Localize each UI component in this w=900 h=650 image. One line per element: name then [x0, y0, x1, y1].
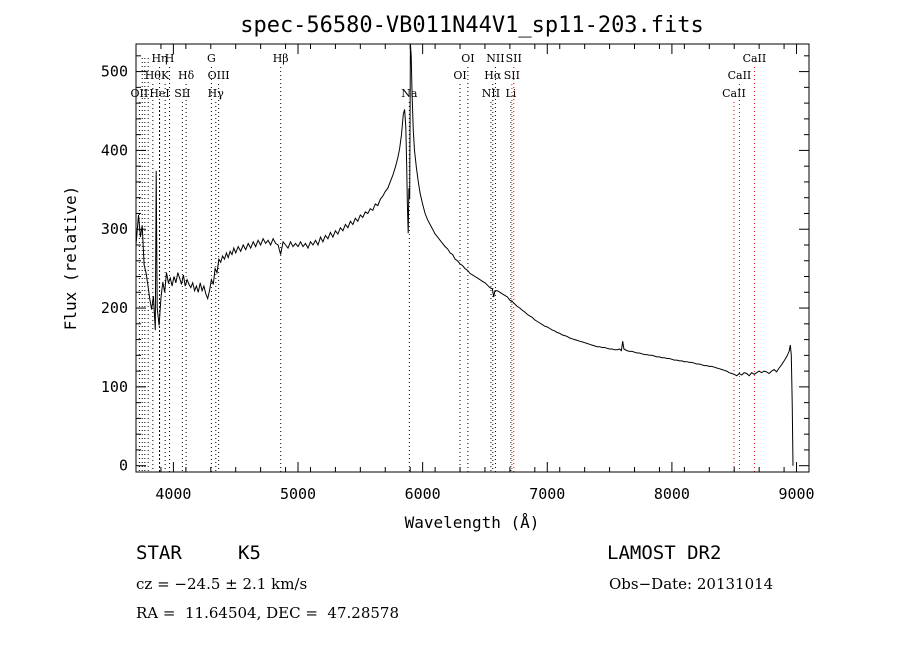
y-tick-label: 400 — [101, 141, 128, 159]
y-tick-label: 500 — [101, 63, 128, 81]
x-tick-label: 5000 — [280, 485, 316, 503]
line-marker-label: OI — [461, 52, 474, 65]
object-subclass: K5 — [238, 542, 261, 564]
line-marker-label: Hθ — [145, 69, 162, 82]
line-marker-label: NII — [486, 52, 504, 65]
plot-frame — [135, 43, 810, 473]
redshift-readout: cz = −24.5 ± 2.1 km/s — [136, 575, 308, 593]
x-tick-label: 9000 — [778, 485, 814, 503]
survey-name: LAMOST DR2 — [607, 542, 722, 564]
x-axis-label: Wavelength (Å) — [405, 513, 540, 532]
line-marker-label: K — [161, 69, 170, 82]
obs-date: Obs−Date: 20131014 — [609, 575, 774, 593]
y-tick-label: 100 — [101, 378, 128, 396]
y-axis-label: Flux (relative) — [61, 186, 80, 331]
axis-ticks: 4000 5000 6000 7000 8000 9000 0 100 200 300 400 500 — [101, 44, 815, 503]
y-tick-label: 200 — [101, 299, 128, 317]
line-marker-label: SII — [504, 69, 520, 82]
line-marker-label: CaII — [743, 52, 767, 65]
line-marker-label: SII — [506, 52, 522, 65]
line-marker-label: SII — [174, 87, 190, 100]
line-marker-label: Li — [505, 87, 516, 100]
line-marker-label: H — [165, 52, 175, 65]
line-marker-label: Hα — [484, 69, 502, 82]
line-marker-label: G — [207, 52, 216, 65]
line-marker-label: Hδ — [178, 69, 195, 82]
line-marker-label: NII — [482, 87, 500, 100]
y-tick-label: 300 — [101, 220, 128, 238]
line-marker-label: OII — [131, 87, 149, 100]
line-markers: OII Hθ Hη KH HeI SII Hδ G Hγ OIII Hβ Na OI OI NII Hα NII… — [131, 52, 767, 472]
line-marker-label: OIII — [208, 69, 230, 82]
x-tick-label: 6000 — [405, 485, 441, 503]
y-tick-label: 0 — [119, 457, 128, 475]
line-marker-label: OI — [453, 69, 466, 82]
line-marker-label: Hβ — [273, 52, 289, 65]
line-marker-label: Hη — [151, 52, 167, 65]
x-tick-label: 4000 — [155, 485, 191, 503]
line-marker-label: HeI — [149, 87, 169, 100]
coordinates: RA = 11.64504, DEC = 47.28578 — [136, 604, 400, 622]
spectrum-line — [135, 43, 794, 466]
line-marker-label: Na — [401, 87, 418, 100]
spectrum-series — [135, 43, 794, 466]
object-class: STAR — [136, 542, 182, 564]
line-marker-label: Hγ — [208, 87, 225, 100]
x-tick-label: 7000 — [529, 485, 565, 503]
line-marker-label: CaII — [728, 69, 752, 82]
line-marker-label: CaII — [722, 87, 746, 100]
x-tick-label: 8000 — [654, 485, 690, 503]
chart-title: spec-56580-VB011N44V1_sp11-203.fits — [240, 13, 704, 38]
